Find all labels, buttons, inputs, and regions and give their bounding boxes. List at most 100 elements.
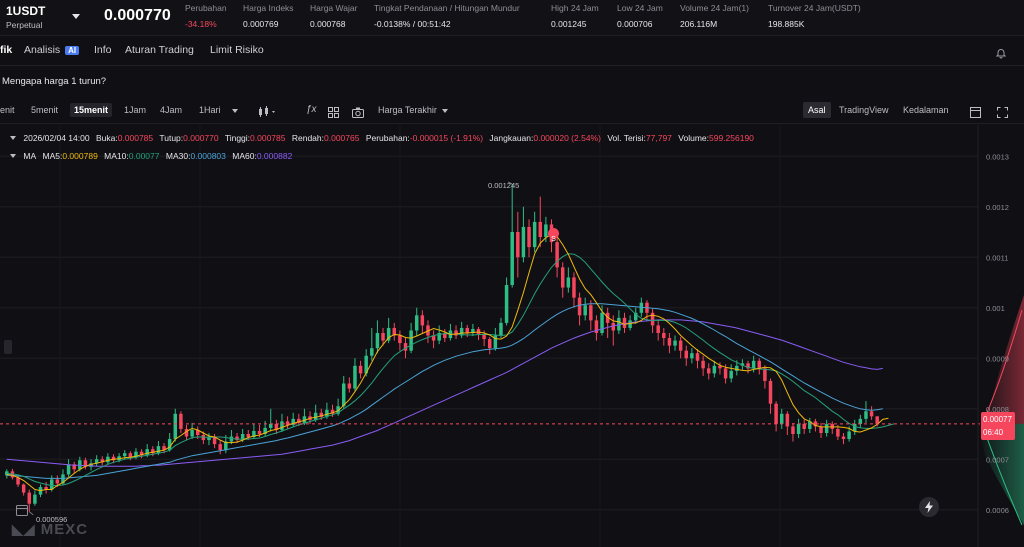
- candle-body: [611, 322, 616, 331]
- candle-body: [437, 333, 441, 341]
- tab-bar: fik Analisis AI Info Aturan Trading Limi…: [0, 36, 1024, 66]
- interval-4h[interactable]: 4Jam: [160, 105, 183, 115]
- price-type-label: Harga Terakhir: [378, 105, 437, 115]
- stat-label-6: Volume 24 Jam(1): [680, 3, 749, 13]
- price-type-selector[interactable]: Harga Terakhir: [378, 105, 449, 115]
- candle-body: [341, 383, 346, 407]
- stat-value-4: 0.001245: [551, 19, 587, 29]
- candle-body: [184, 428, 189, 437]
- interval-1h[interactable]: 1Jam: [124, 105, 147, 115]
- current-price-tag: 0.00077 06:40: [981, 412, 1015, 440]
- candle-body: [72, 464, 76, 470]
- legend-volume-label: Volume:: [678, 133, 709, 143]
- tab-analysis[interactable]: Analisis AI: [24, 44, 80, 56]
- ai-badge: AI: [65, 46, 80, 55]
- candle-body: [633, 312, 638, 321]
- candle-body: [712, 365, 717, 374]
- interval-dropdown-icon[interactable]: [232, 109, 238, 113]
- stat-label-5: Low 24 Jam: [617, 3, 663, 13]
- y-tick-label: 0.0006: [986, 506, 1009, 515]
- candle-body: [257, 430, 262, 434]
- interval-5m[interactable]: 5menit: [31, 105, 59, 115]
- sell-marker[interactable]: S: [548, 228, 559, 243]
- tab-chart[interactable]: fik: [0, 44, 13, 56]
- candle-body: [190, 429, 194, 437]
- y-tick-label: 0.001: [986, 304, 1005, 313]
- candle-body: [499, 322, 503, 336]
- candle-body: [622, 317, 627, 328]
- ohlc-legend: 2026/02/04 14:00 Buka:0.000785 Tutup:0.0…: [4, 133, 754, 143]
- camera-icon[interactable]: [352, 105, 364, 123]
- candle-body: [617, 317, 621, 331]
- ma30-line: [6, 303, 883, 479]
- candle-body: [89, 463, 93, 467]
- quick-trade-button[interactable]: [919, 497, 939, 517]
- stat-label-0: Perubahan: [185, 3, 227, 13]
- ma5-label: MA5:: [42, 151, 63, 161]
- candle-body: [471, 328, 475, 333]
- candle-type-icon[interactable]: [258, 105, 278, 123]
- candle-body: [701, 360, 705, 369]
- symbol-selector[interactable]: 1USDT Perpetual: [6, 4, 86, 32]
- candle-body: [532, 221, 537, 248]
- candle-body: [246, 434, 251, 438]
- indicators-icon[interactable]: ƒx: [306, 104, 317, 115]
- legend-low-label: Rendah:: [291, 133, 324, 143]
- candle-body: [240, 434, 245, 441]
- interval-1d[interactable]: 1Hari: [199, 105, 221, 115]
- candle-body: [695, 353, 700, 361]
- view-original[interactable]: Asal: [803, 102, 831, 118]
- collapse-left-icon[interactable]: [4, 340, 12, 354]
- stat-label-4: High 24 Jam: [551, 3, 599, 13]
- candle-body: [594, 320, 599, 333]
- ai-question[interactable]: Mengapa harga 1 turun?: [2, 76, 107, 87]
- interval-15m[interactable]: 15menit: [70, 103, 113, 117]
- panel-layout-icon[interactable]: [970, 105, 981, 123]
- candle-body: [61, 474, 65, 484]
- collapse-icon[interactable]: [10, 154, 16, 158]
- candle-body: [151, 449, 155, 454]
- fullscreen-icon[interactable]: [997, 105, 1008, 123]
- tab-risk-limit[interactable]: Limit Risiko: [210, 44, 264, 56]
- legend-change-label: Perubahan:: [365, 133, 410, 143]
- candle-body: [802, 423, 806, 429]
- candle-body: [27, 492, 32, 504]
- candle-body: [808, 421, 812, 429]
- stat-value-1: 0.000769: [243, 19, 279, 29]
- candle-body: [852, 423, 857, 432]
- candle-body: [678, 340, 683, 351]
- watermark-text: MEXC: [40, 521, 89, 538]
- candle-body: [201, 435, 206, 441]
- view-tradingview[interactable]: TradingView: [839, 105, 889, 115]
- candle-body: [757, 360, 762, 369]
- candle-body: [510, 232, 514, 286]
- interval-1m[interactable]: enit: [0, 105, 15, 115]
- candle-body: [207, 436, 211, 441]
- collapse-icon[interactable]: [10, 136, 16, 140]
- candle-body: [106, 456, 110, 463]
- chart-toolbar: enit 5menit 15menit 1Jam 4Jam 1Hari ƒx H…: [0, 98, 1024, 124]
- candle-body: [560, 267, 565, 288]
- tab-info[interactable]: Info: [94, 44, 112, 56]
- tab-trading-rules[interactable]: Aturan Trading: [125, 44, 194, 56]
- candle-body: [33, 494, 37, 504]
- candle-body: [735, 365, 739, 371]
- candlestick-chart[interactable]: 0.00130.00120.00110.0010.00090.00080.000…: [0, 125, 1024, 547]
- candle-body: [375, 333, 380, 349]
- candle-body: [313, 412, 318, 420]
- low-price-marker: 0.000596: [36, 515, 68, 524]
- candle-body: [566, 277, 571, 288]
- candle-body: [94, 459, 99, 464]
- ai-question-bar[interactable]: Mengapa harga 1 turun?: [0, 67, 1024, 97]
- candle-body: [684, 350, 689, 359]
- stat-label-3: Tingkat Pendanaan / Hitungan Mundur: [374, 3, 520, 13]
- watermark-logo: ◣◢ MEXC: [12, 521, 88, 538]
- layout-icon[interactable]: [328, 105, 339, 123]
- candle-body: [740, 363, 745, 366]
- candle-body: [589, 305, 593, 321]
- calendar-icon[interactable]: [16, 503, 30, 516]
- candle-body: [864, 411, 868, 419]
- price-chart[interactable]: 0.0013 0.0012 0.0011 0.001 0.0009 0.0008 0.000…: [0, 125, 1024, 547]
- bell-icon[interactable]: [995, 46, 1007, 59]
- view-depth[interactable]: Kedalaman: [903, 105, 949, 115]
